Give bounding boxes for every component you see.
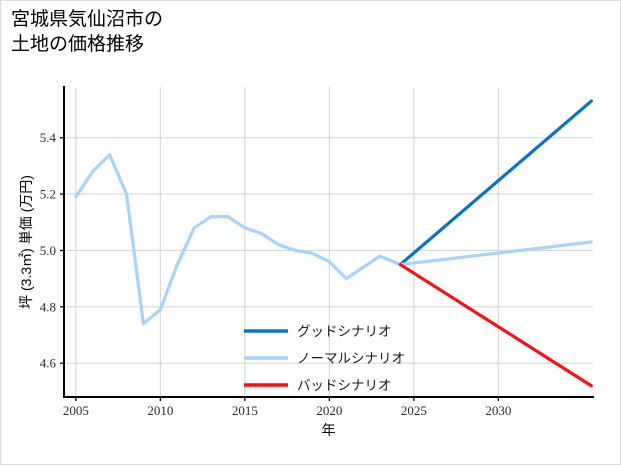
x-tick-label: 2015 xyxy=(232,403,258,418)
y-tick-label: 4.8 xyxy=(40,299,56,314)
y-tick-label: 5.2 xyxy=(40,187,56,202)
x-tick-label: 2010 xyxy=(147,403,173,418)
data-series-group xyxy=(74,99,593,388)
y-tick-label: 5.0 xyxy=(40,243,56,258)
x-tick-label: 2030 xyxy=(485,403,511,418)
y-axis-title: 坪 (3.3㎡) 単価 (万円) xyxy=(18,175,34,309)
series-line xyxy=(398,99,593,267)
tick-marks-and-labels: 4.6 4.8 5.0 5.2 5.4 2005 2010 2015 2020 2025 2030 xyxy=(40,130,512,418)
legend-label: グッドシナリオ xyxy=(297,324,392,339)
series-line xyxy=(398,262,593,388)
x-axis-title: 年 xyxy=(322,422,336,438)
y-tick-label: 5.4 xyxy=(40,130,57,145)
legend-label: バッドシナリオ xyxy=(297,378,392,393)
x-tick-label: 2025 xyxy=(401,403,427,418)
chart-title-line-2: 土地の価格推移 xyxy=(11,34,145,55)
series-line xyxy=(398,240,593,267)
y-tick-label: 4.6 xyxy=(40,356,57,371)
x-tick-label: 2005 xyxy=(63,403,89,418)
chart-title-line-1: 宮城県気仙沼市の xyxy=(11,9,164,30)
gridlines xyxy=(64,87,593,397)
chart-title: 宮城県気仙沼市の 土地の価格推移 xyxy=(11,7,163,57)
series-line xyxy=(74,153,402,326)
x-tick-label: 2020 xyxy=(316,403,342,418)
legend-label: ノーマルシナリオ xyxy=(297,351,405,366)
